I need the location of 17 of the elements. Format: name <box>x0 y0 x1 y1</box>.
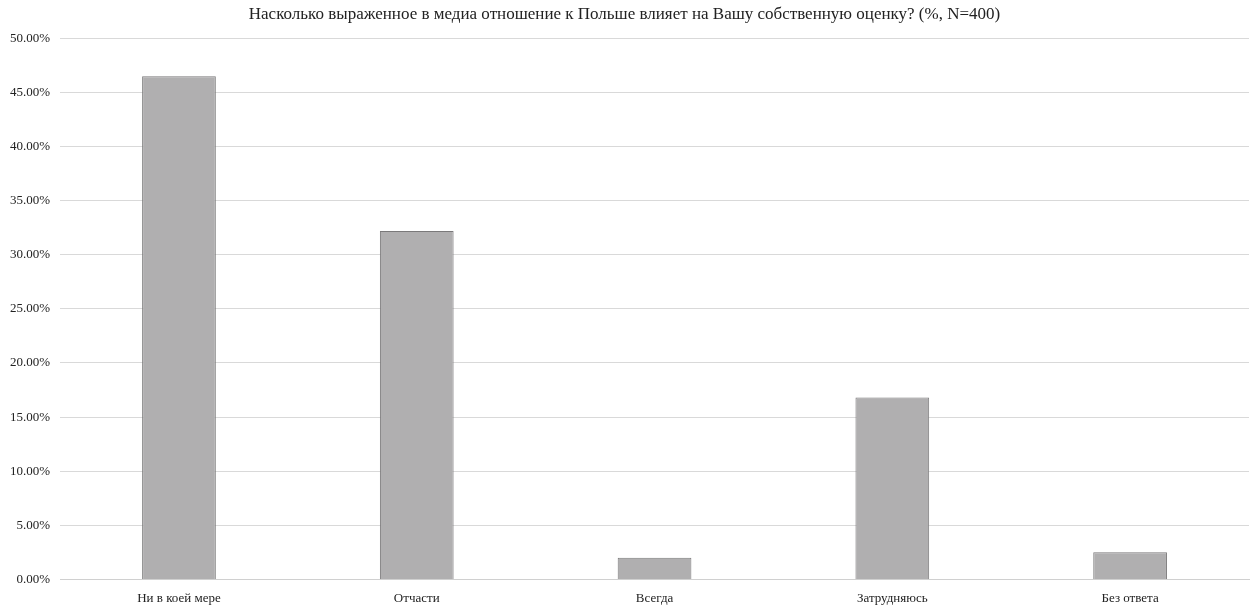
y-tick-label: 45.00% <box>9 83 51 99</box>
chart-title: Насколько выраженное в медиа отношение к Польше влияет на Вашу собственную оценку? (%, N=400) <box>248 3 1001 23</box>
x-tick-label: Ни в коей мере <box>137 589 221 605</box>
y-tick-label: 20.00% <box>9 354 51 370</box>
y-tick-label: 25.00% <box>9 300 51 316</box>
y-tick-label: 5.00% <box>16 516 51 532</box>
y-tick-label: 0.00% <box>16 570 51 586</box>
y-tick-label: 30.00% <box>9 246 51 262</box>
y-tick-label: 40.00% <box>9 138 51 154</box>
x-tick-label: Без ответа <box>1101 589 1159 605</box>
y-tick-label: 15.00% <box>9 408 51 424</box>
x-tick-label: Отчасти <box>393 589 440 605</box>
y-tick-label: 50.00% <box>9 29 51 45</box>
y-tick-label: 10.00% <box>9 462 51 478</box>
y-tick-label: 35.00% <box>9 192 51 208</box>
x-tick-label: Затрудняюсь <box>856 589 928 605</box>
x-tick-label: Всегда <box>635 589 674 605</box>
